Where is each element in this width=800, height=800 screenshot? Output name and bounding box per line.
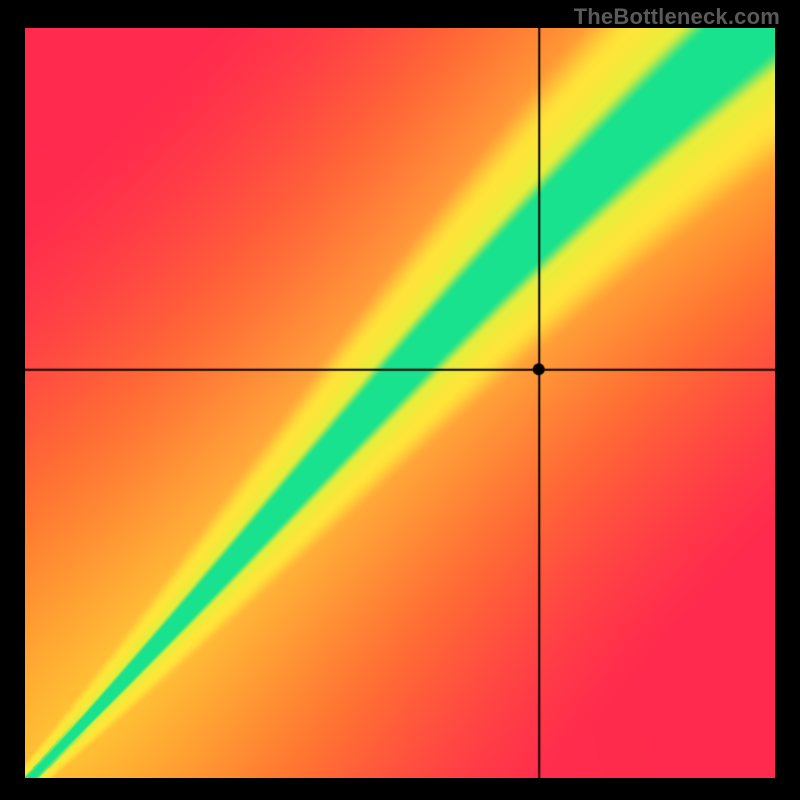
heatmap-canvas	[25, 28, 775, 778]
chart-root: TheBottleneck.com	[0, 0, 800, 800]
plot-area	[25, 28, 775, 778]
watermark-text: TheBottleneck.com	[574, 4, 780, 30]
